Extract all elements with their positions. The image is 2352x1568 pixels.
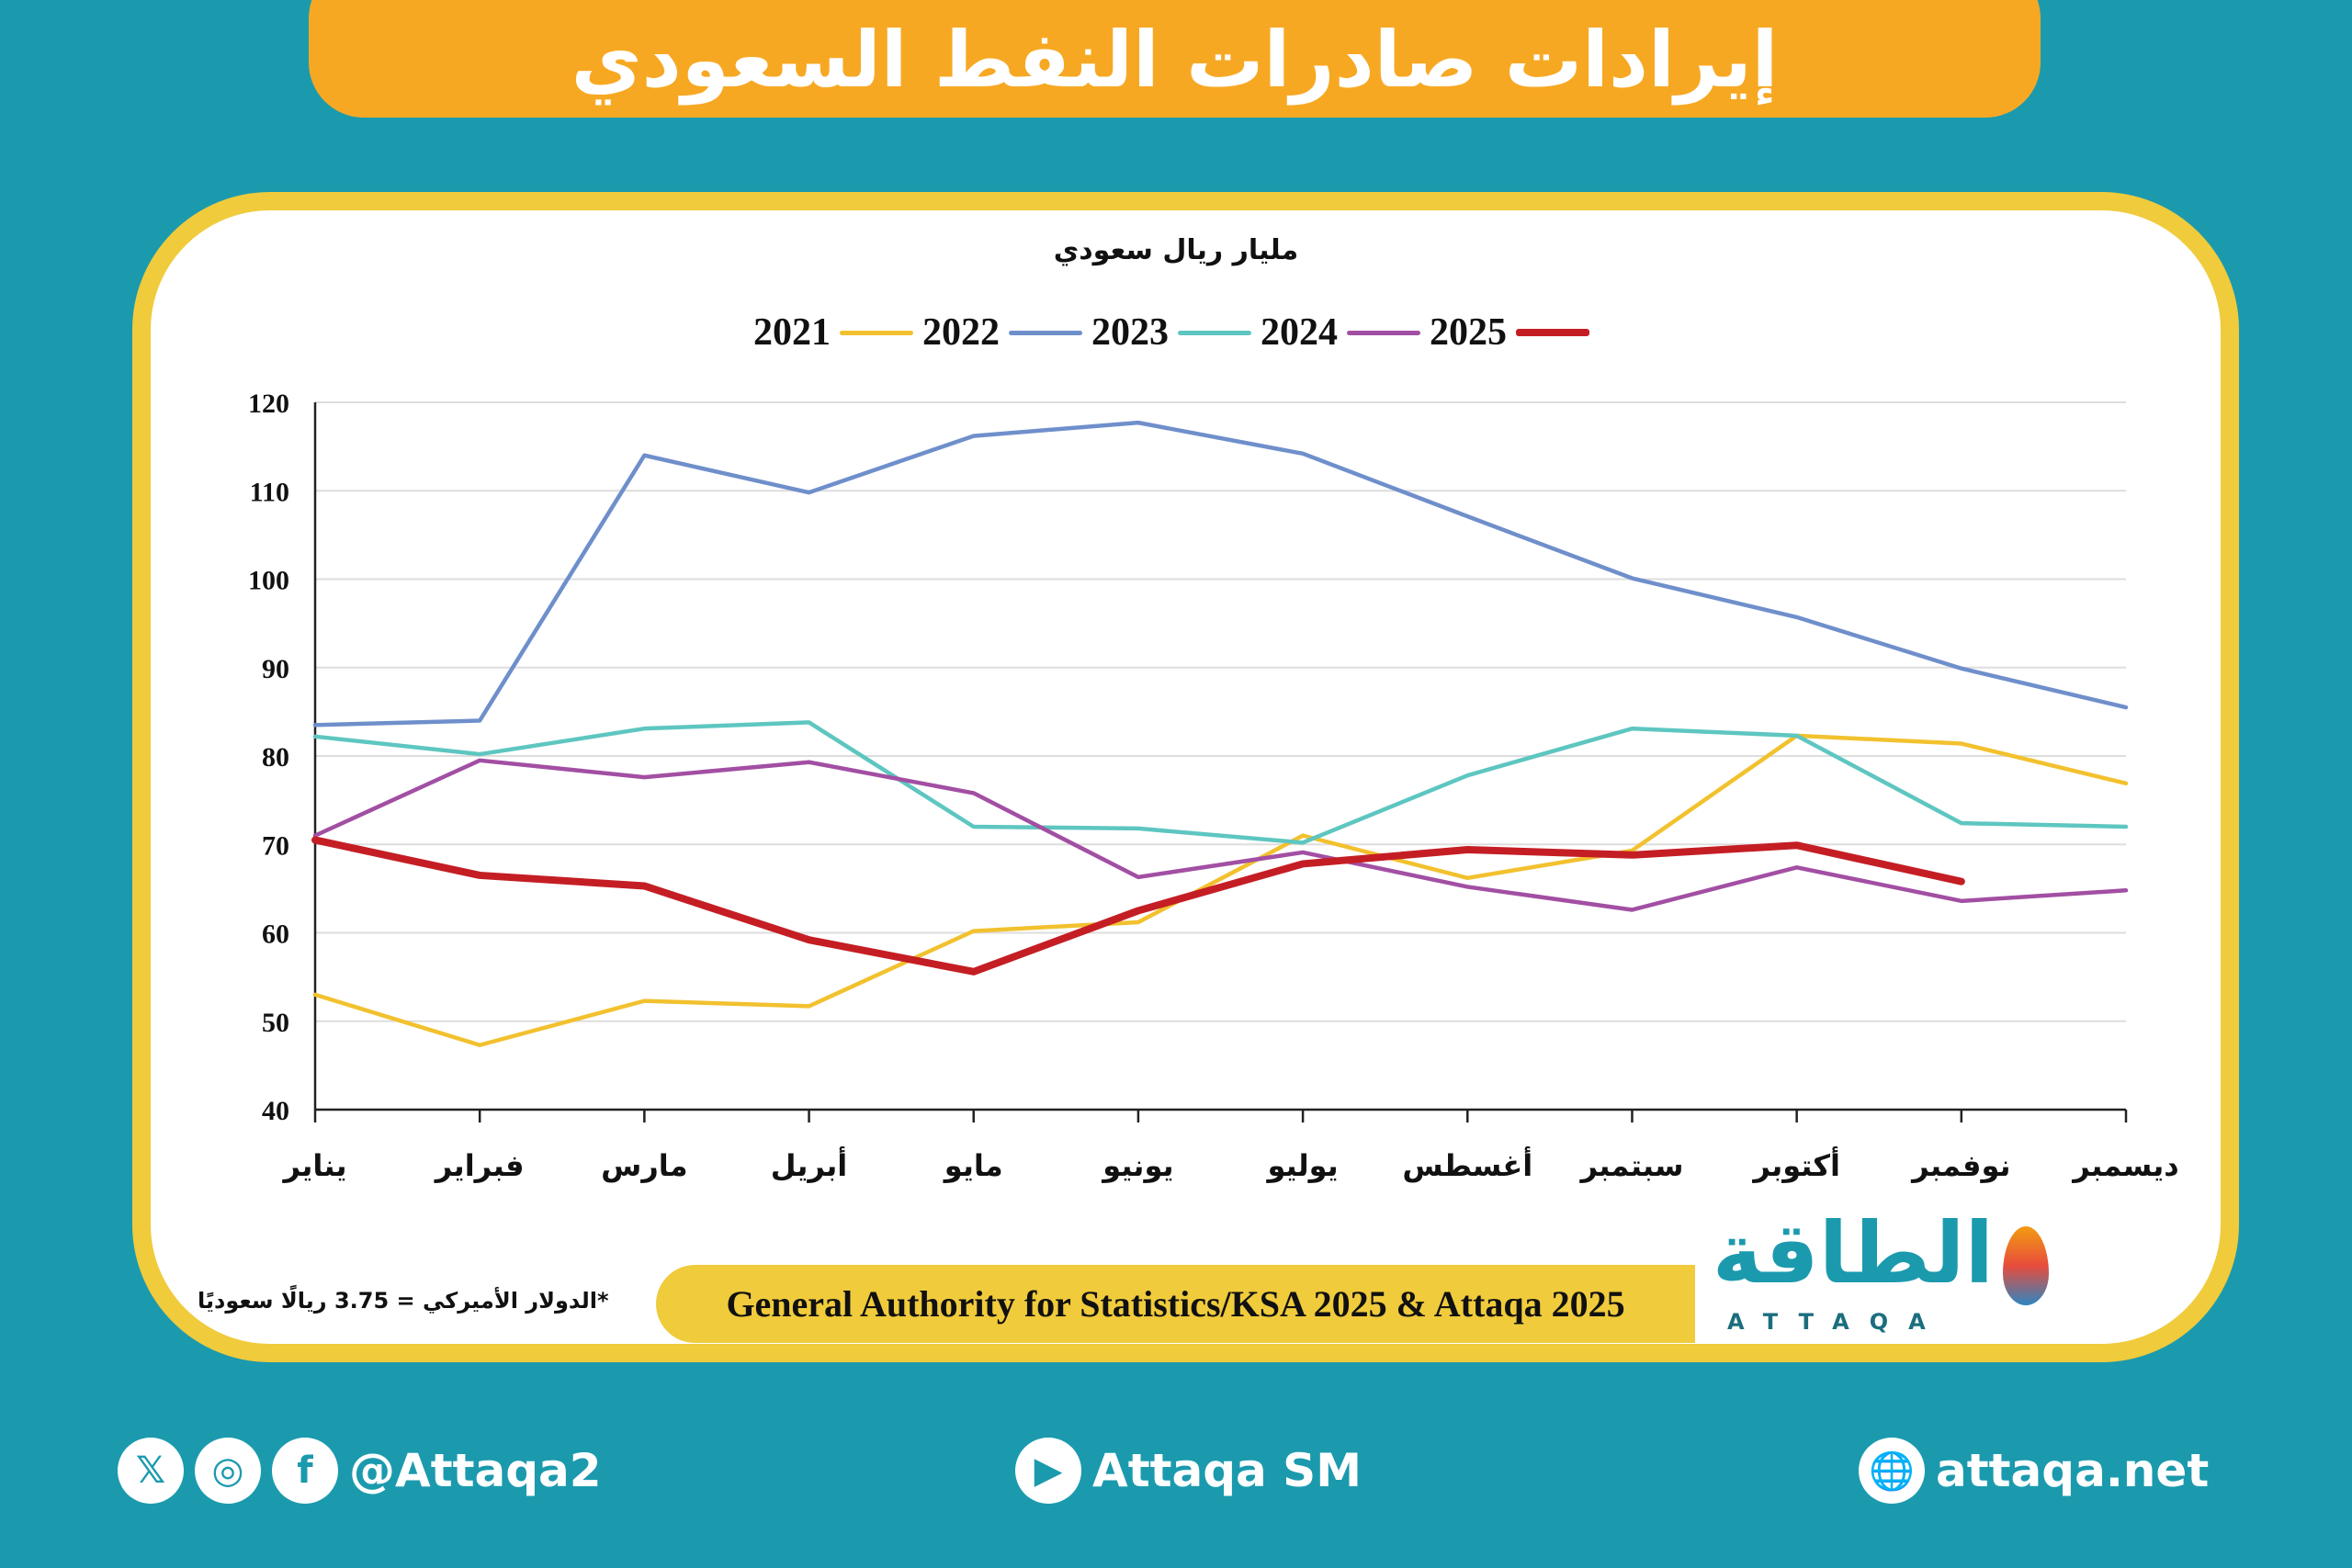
series-line-2023 xyxy=(312,720,2129,845)
chart-card xyxy=(132,192,2239,1362)
youtube-name[interactable]: Attaqa SM xyxy=(1092,1444,1362,1497)
x-tick-label: أغسطس xyxy=(1402,1146,1532,1183)
y-tick-label: 100 xyxy=(248,566,289,596)
social-handles: 𝕏 ◎ f @Attaqa2 xyxy=(118,1438,602,1504)
source-label: General Authority for Statistics/KSA 202… xyxy=(656,1265,1695,1343)
x-tick-label: يونيو xyxy=(1101,1148,1173,1183)
x-tick-label: أكتوبر xyxy=(1751,1146,1840,1183)
x-tick-label: يوليو xyxy=(1265,1148,1338,1183)
title-banner: إيرادات صادرات النفط السعودي xyxy=(309,0,2041,118)
x-tick-label: يناير xyxy=(281,1148,346,1183)
legend-swatch xyxy=(1178,330,1251,335)
youtube-channel: ▶ Attaqa SM xyxy=(1015,1438,1362,1504)
legend-swatch xyxy=(840,330,913,335)
legend: 2021 2022 2023 2024 2025 xyxy=(753,310,1589,355)
facebook-icon[interactable]: f xyxy=(272,1438,338,1504)
social-handle[interactable]: @Attaqa2 xyxy=(349,1444,602,1497)
y-tick-label: 90 xyxy=(262,654,289,684)
y-tick-label: 70 xyxy=(262,830,289,861)
legend-label: 2024 xyxy=(1261,311,1338,354)
legend-item-2024: 2024 xyxy=(1261,310,1420,355)
legend-swatch xyxy=(1009,330,1082,335)
y-tick-label: 40 xyxy=(262,1096,289,1126)
y-axis-unit: مليار ريال سعودي xyxy=(1053,234,1299,266)
series-line-2021 xyxy=(312,733,2129,1047)
legend-item-2025: 2025 xyxy=(1430,310,1589,355)
website: 🌐 attaqa.net xyxy=(1859,1438,2209,1504)
x-icon[interactable]: 𝕏 xyxy=(118,1438,184,1504)
legend-item-2023: 2023 xyxy=(1091,310,1251,355)
y-tick-label: 120 xyxy=(248,389,289,419)
x-tick-label: أبريل xyxy=(771,1146,847,1183)
legend-label: 2021 xyxy=(753,311,831,354)
series-line-2024 xyxy=(312,758,2129,912)
currency-note: *الدولار الأميركي = 3.75 ريالًا سعوديًا xyxy=(198,1288,609,1314)
attaqa-logo: الطاقة ATTAQA xyxy=(1709,1204,2058,1337)
instagram-icon[interactable]: ◎ xyxy=(195,1438,261,1504)
page-title: إيرادات صادرات النفط السعودي xyxy=(571,15,1779,105)
youtube-icon[interactable]: ▶ xyxy=(1015,1438,1081,1504)
legend-label: 2023 xyxy=(1091,311,1169,354)
x-tick-label: ديسمبر xyxy=(2071,1148,2178,1183)
y-tick-label: 80 xyxy=(262,742,289,773)
logo-english: ATTAQA xyxy=(1727,1309,1946,1335)
logo-arabic: الطاقة xyxy=(1712,1204,1994,1303)
x-tick-label: مايو xyxy=(943,1148,1003,1183)
legend-swatch xyxy=(1347,330,1420,335)
globe-icon[interactable]: 🌐 xyxy=(1859,1438,1925,1504)
x-tick-label: سبتمبر xyxy=(1578,1148,1683,1183)
y-tick-label: 50 xyxy=(262,1008,289,1038)
legend-label: 2022 xyxy=(922,311,1000,354)
website-url[interactable]: attaqa.net xyxy=(1936,1444,2210,1497)
legend-item-2022: 2022 xyxy=(922,310,1082,355)
legend-label: 2025 xyxy=(1430,311,1507,354)
series-line-2022 xyxy=(312,420,2129,728)
series-line-2025 xyxy=(311,836,1965,976)
y-tick-label: 60 xyxy=(262,919,289,950)
legend-swatch xyxy=(1516,329,1589,336)
source-text: General Authority for Statistics/KSA 202… xyxy=(726,1283,1625,1325)
legend-item-2021: 2021 xyxy=(753,310,913,355)
y-tick-label: 110 xyxy=(250,477,289,507)
x-tick-label: مارس xyxy=(601,1148,687,1183)
x-tick-label: نوفمبر xyxy=(1910,1148,2010,1183)
x-tick-label: فبراير xyxy=(434,1148,525,1183)
logo-drop-icon xyxy=(2003,1226,2049,1305)
